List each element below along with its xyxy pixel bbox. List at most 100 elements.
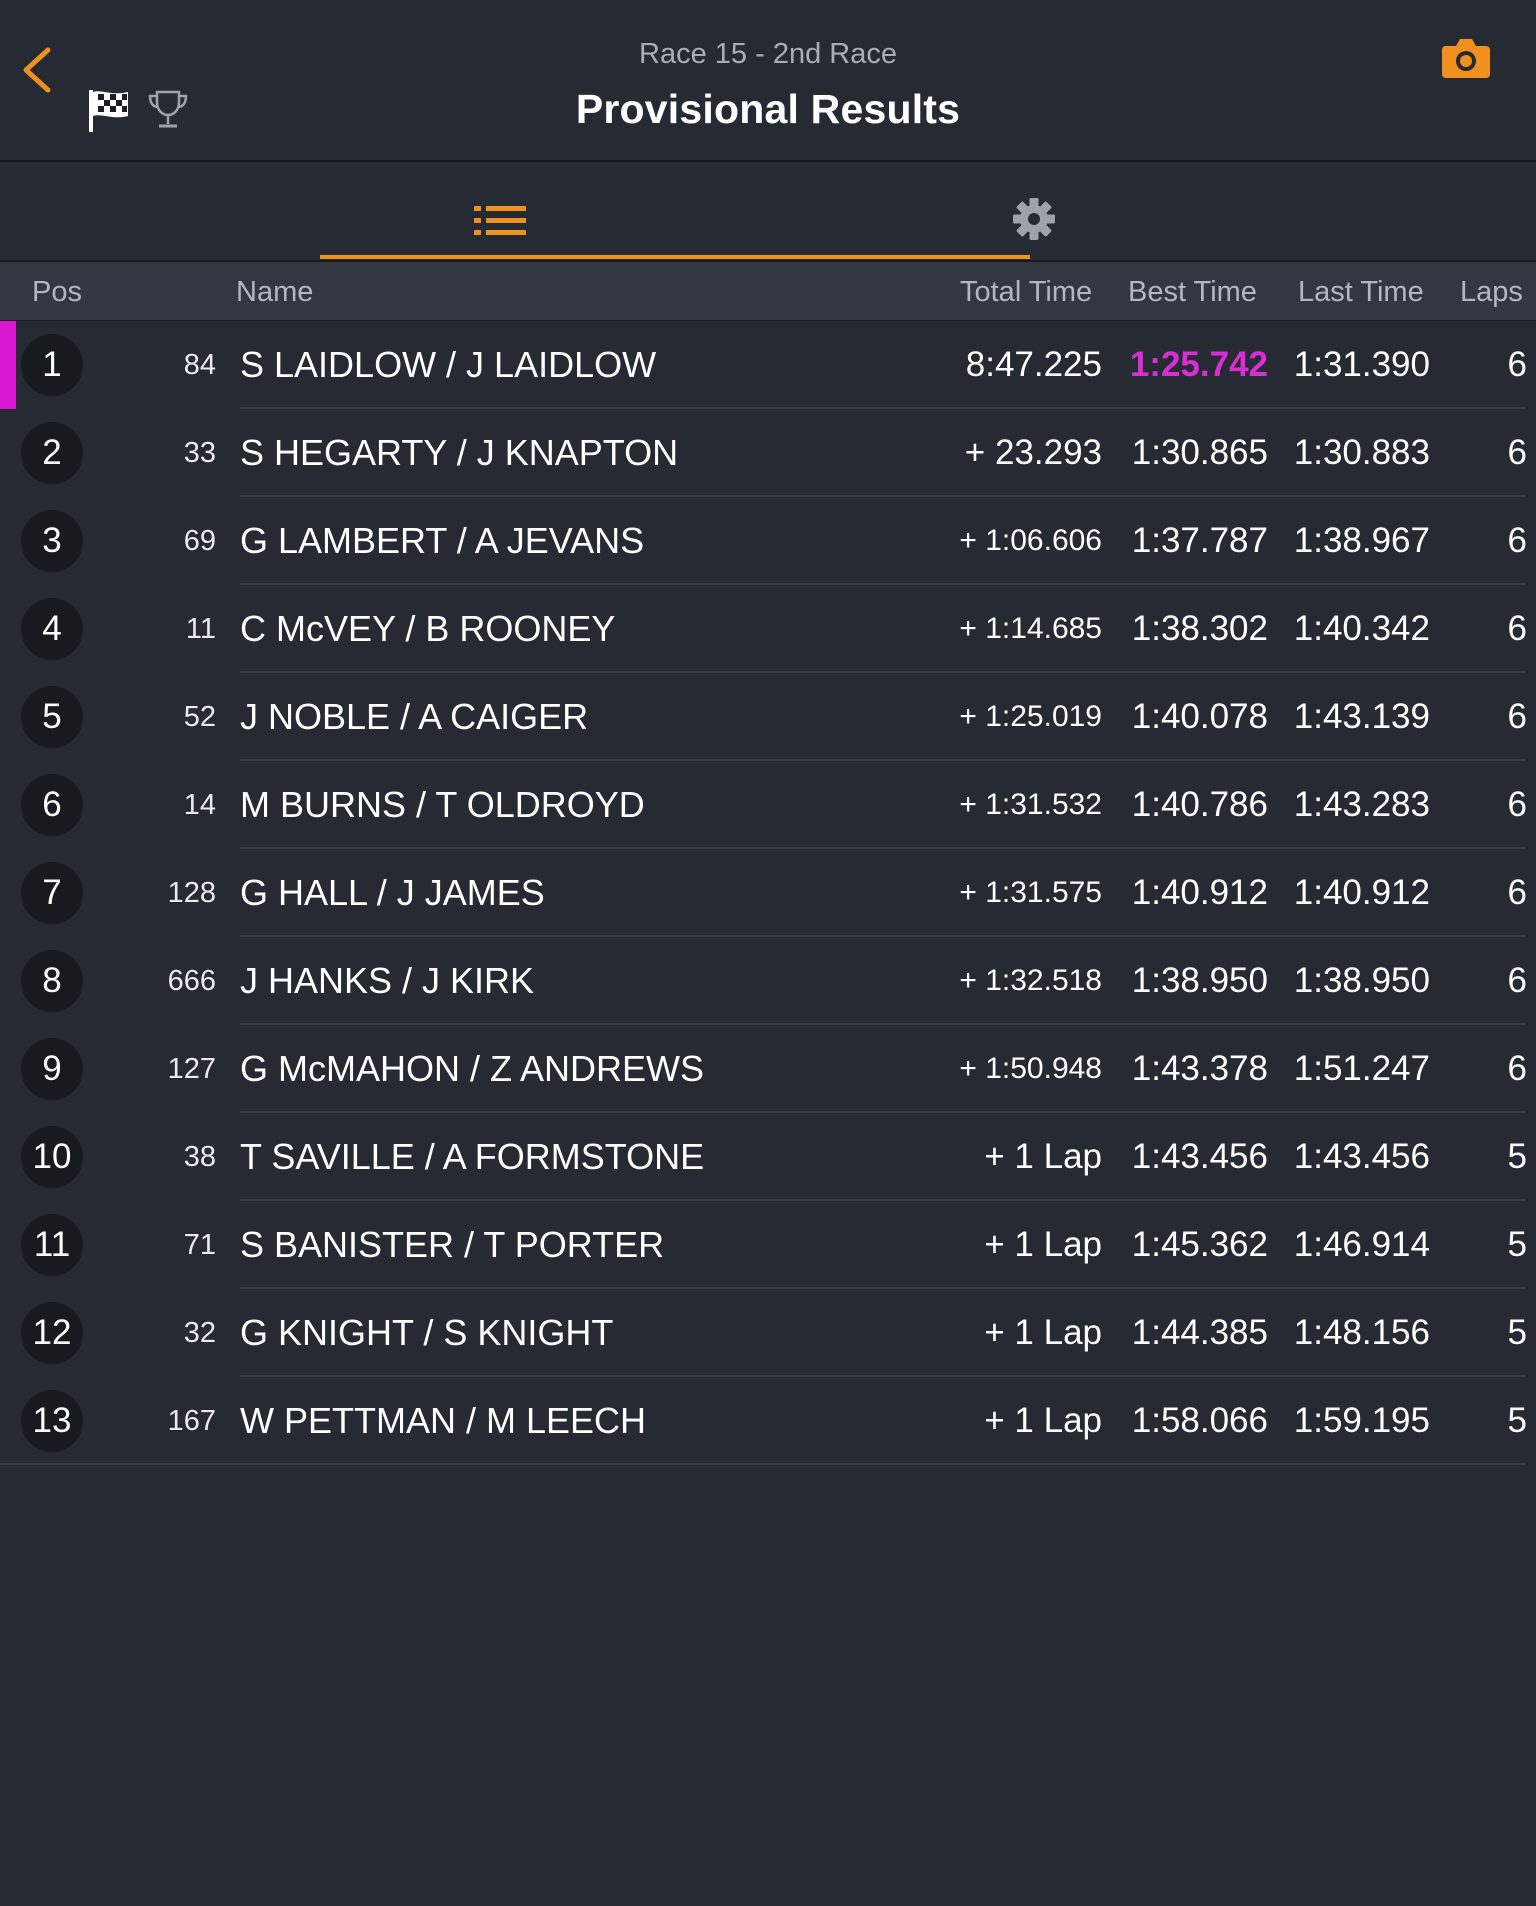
best-time: 1:30.865 [1131, 433, 1268, 472]
camera-button[interactable] [1440, 36, 1492, 80]
laps-count: 6 [1507, 521, 1527, 560]
camera-icon [1442, 39, 1490, 78]
last-time: 1:30.883 [1293, 433, 1430, 472]
position-badge: 10 [21, 1126, 83, 1188]
page-title: Provisional Results [575, 86, 961, 132]
row-divider [240, 759, 1526, 761]
best-time: 1:40.786 [1131, 785, 1268, 824]
position-badge: 4 [21, 598, 83, 660]
checkered-flag-icon[interactable] [86, 88, 132, 134]
laps-count: 5 [1507, 1313, 1527, 1352]
best-time: 1:38.950 [1131, 961, 1268, 1000]
total-time: + 1:14.685 [959, 612, 1102, 645]
best-time: 1:37.787 [1131, 521, 1268, 560]
table-row[interactable]: 13 167 W PETTMAN / M LEECH + 1 Lap 1:58.… [0, 1377, 1536, 1465]
back-button[interactable] [14, 40, 64, 100]
best-time: 1:40.912 [1131, 873, 1268, 912]
best-time: 1:40.078 [1131, 697, 1268, 736]
row-divider [240, 407, 1526, 409]
table-row[interactable]: 8 666 J HANKS / J KIRK + 1:32.518 1:38.9… [0, 937, 1536, 1025]
table-row[interactable]: 5 52 J NOBLE / A CAIGER + 1:25.019 1:40.… [0, 673, 1536, 761]
table-row[interactable]: 1 84 S LAIDLOW / J LAIDLOW 8:47.225 1:25… [0, 321, 1536, 409]
table-row[interactable]: 3 69 G LAMBERT / A JEVANS + 1:06.606 1:3… [0, 497, 1536, 585]
total-time: + 23.293 [964, 433, 1102, 472]
total-time: + 1:06.606 [959, 524, 1102, 557]
last-time: 1:43.139 [1293, 697, 1430, 736]
car-number: 127 [167, 1053, 216, 1085]
car-number: 69 [183, 525, 216, 557]
table-row[interactable]: 10 38 T SAVILLE / A FORMSTONE + 1 Lap 1:… [0, 1113, 1536, 1201]
row-divider [240, 1111, 1526, 1113]
driver-names: G KNIGHT / S KNIGHT [240, 1312, 614, 1353]
driver-names: W PETTMAN / M LEECH [240, 1400, 647, 1441]
tab-settings[interactable] [700, 162, 1055, 260]
results-table: 1 84 S LAIDLOW / J LAIDLOW 8:47.225 1:25… [0, 321, 1536, 1465]
driver-names: M BURNS / T OLDROYD [240, 784, 645, 825]
table-row[interactable]: 7 128 G HALL / J JAMES + 1:31.575 1:40.9… [0, 849, 1536, 937]
best-time: 1:38.302 [1131, 609, 1268, 648]
column-header-pos: Pos [32, 276, 82, 308]
best-time: 1:58.066 [1131, 1401, 1268, 1440]
car-number: 84 [183, 349, 216, 381]
position-badge: 1 [21, 334, 83, 396]
car-number: 666 [167, 965, 216, 997]
last-time: 1:38.967 [1293, 521, 1430, 560]
row-divider [240, 935, 1526, 937]
tab-results-list[interactable] [320, 162, 700, 260]
driver-names: J HANKS / J KIRK [240, 960, 535, 1001]
tab-bar [0, 162, 1536, 262]
row-divider [0, 1463, 1526, 1465]
laps-count: 5 [1507, 1225, 1527, 1264]
total-time: + 1 Lap [984, 1401, 1102, 1440]
laps-count: 6 [1507, 1049, 1527, 1088]
last-time: 1:48.156 [1293, 1313, 1430, 1352]
car-number: 33 [183, 437, 216, 469]
driver-names: C McVEY / B ROONEY [240, 608, 616, 649]
trophy-icon[interactable] [146, 88, 190, 132]
last-time: 1:40.912 [1293, 873, 1430, 912]
laps-count: 6 [1507, 961, 1527, 1000]
laps-count: 5 [1507, 1137, 1527, 1176]
driver-names: S HEGARTY / J KNAPTON [240, 432, 679, 473]
laps-count: 6 [1507, 785, 1527, 824]
column-header-laps: Laps [1460, 276, 1523, 308]
row-divider [240, 1287, 1526, 1289]
best-time: 1:44.385 [1131, 1313, 1268, 1352]
total-time: + 1:50.948 [959, 1052, 1102, 1085]
car-number: 52 [183, 701, 216, 733]
last-time: 1:59.195 [1293, 1401, 1430, 1440]
row-divider [240, 495, 1526, 497]
race-subtitle: Race 15 - 2nd Race [639, 38, 897, 70]
table-row[interactable]: 9 127 G McMAHON / Z ANDREWS + 1:50.948 1… [0, 1025, 1536, 1113]
driver-names: G HALL / J JAMES [240, 872, 545, 913]
column-header-last-time: Last Time [1298, 276, 1424, 308]
laps-count: 6 [1507, 609, 1527, 648]
table-row[interactable]: 4 11 C McVEY / B ROONEY + 1:14.685 1:38.… [0, 585, 1536, 673]
total-time: + 1 Lap [984, 1313, 1102, 1352]
laps-count: 6 [1507, 345, 1527, 384]
car-number: 38 [183, 1141, 216, 1173]
row-divider [240, 671, 1526, 673]
table-row[interactable]: 2 33 S HEGARTY / J KNAPTON + 23.293 1:30… [0, 409, 1536, 497]
active-tab-indicator [320, 255, 1030, 259]
laps-count: 6 [1507, 873, 1527, 912]
row-divider [240, 1199, 1526, 1201]
table-row[interactable]: 12 32 G KNIGHT / S KNIGHT + 1 Lap 1:44.3… [0, 1289, 1536, 1377]
driver-names: G LAMBERT / A JEVANS [240, 520, 645, 561]
row-divider [240, 1375, 1526, 1377]
gear-icon [1013, 198, 1055, 240]
results-table-header: Pos Name Total Time Best Time Last Time … [0, 262, 1536, 321]
last-time: 1:43.456 [1293, 1137, 1430, 1176]
column-header-total-time: Total Time [960, 276, 1093, 308]
table-row[interactable]: 6 14 M BURNS / T OLDROYD + 1:31.532 1:40… [0, 761, 1536, 849]
total-time: + 1:25.019 [959, 700, 1102, 733]
car-number: 11 [185, 613, 216, 645]
last-time: 1:51.247 [1293, 1049, 1430, 1088]
best-time-fastest: 1:25.742 [1129, 345, 1268, 384]
car-number: 14 [183, 789, 216, 821]
last-time: 1:46.914 [1293, 1225, 1430, 1264]
chevron-left-icon [23, 47, 51, 93]
total-time: + 1:32.518 [959, 964, 1102, 997]
car-number: 32 [183, 1317, 216, 1349]
table-row[interactable]: 11 71 S BANISTER / T PORTER + 1 Lap 1:45… [0, 1201, 1536, 1289]
